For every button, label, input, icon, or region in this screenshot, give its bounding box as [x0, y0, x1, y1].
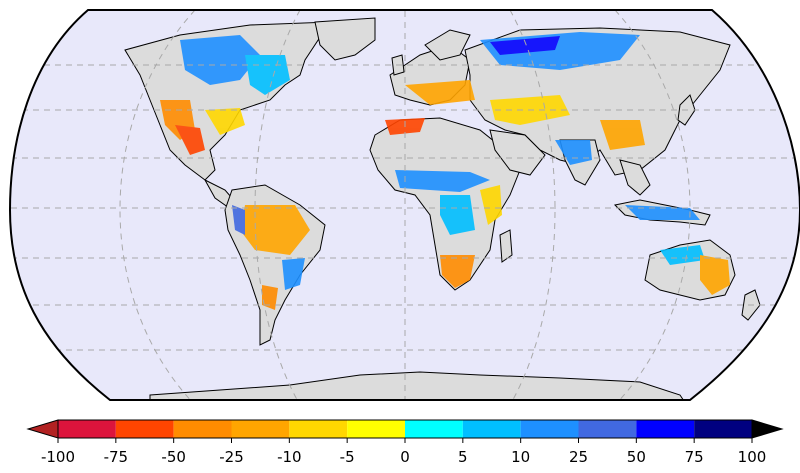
data-patch-indonesia	[625, 205, 700, 220]
colorbar-over-extension	[751, 419, 784, 439]
globe-outline	[8, 9, 800, 401]
graticule	[10, 10, 800, 400]
colorbar-segment	[636, 420, 695, 438]
colorbar-segment	[289, 420, 348, 438]
data-patch-central-africa	[440, 195, 475, 235]
colorbar-tick-label: -25	[219, 448, 244, 466]
land-greenland	[314, 17, 376, 61]
colorbar-tick-label: -50	[161, 448, 186, 466]
data-patch-argentina	[262, 285, 278, 310]
colorbar-tick-label: 100	[738, 448, 767, 466]
colorbar-segment	[694, 420, 752, 438]
colorbar-tick-label: 5	[458, 448, 468, 466]
colorbar-segment	[231, 420, 290, 438]
data-patch-east-africa	[480, 185, 502, 225]
data-patch-canada	[180, 35, 260, 85]
land-antarctica	[149, 371, 691, 400]
data-patch-sahel	[395, 170, 490, 192]
colorbar-under-extension	[26, 419, 59, 439]
data-patch-amazon	[240, 205, 310, 255]
colorbar-segment	[578, 420, 637, 438]
data-patch-southern-africa	[440, 255, 475, 288]
colorbar-tick-label: 0	[400, 448, 410, 466]
colorbar-segment	[405, 420, 463, 438]
colorbar-tick-label: -75	[104, 448, 129, 466]
data-patch-china	[600, 120, 645, 150]
colorbar-tick-label: -5	[340, 448, 355, 466]
colorbar-segment	[462, 420, 521, 438]
colorbar-ticks: -100 -75 -50 -25 -10 -5 0 5 10 25 50 75 100	[41, 438, 766, 466]
data-patch-india	[555, 140, 592, 165]
colorbar-tick-label: -100	[41, 448, 75, 466]
land-arabia	[489, 129, 546, 176]
data-patch-europe	[405, 80, 475, 105]
colorbar-tick-label: 25	[569, 448, 588, 466]
colorbar-segment	[173, 420, 232, 438]
land-scandinavia	[424, 29, 471, 61]
land-southeast-asia	[619, 159, 651, 196]
colorbar-tick-label: -10	[277, 448, 302, 466]
colorbar	[26, 419, 784, 439]
colorbar-segment	[520, 420, 579, 438]
land-madagascar	[499, 229, 513, 263]
data-patch-australia-east	[700, 255, 730, 295]
colorbar-segment	[58, 420, 116, 438]
data-patch-usa-east	[205, 108, 245, 135]
colorbar-tick-label: 50	[627, 448, 646, 466]
colorbar-segment	[115, 420, 174, 438]
data-patch-mexico	[175, 125, 205, 155]
data-patch-andes	[232, 205, 245, 235]
colorbar-tick-label: 75	[685, 448, 704, 466]
data-patch-siberia-north	[490, 36, 560, 55]
data-patch-australia-north	[660, 245, 705, 265]
colorbar-segment	[347, 420, 405, 438]
data-patch-southern-brazil	[282, 258, 305, 290]
colorbar-tick-label: 10	[511, 448, 530, 466]
